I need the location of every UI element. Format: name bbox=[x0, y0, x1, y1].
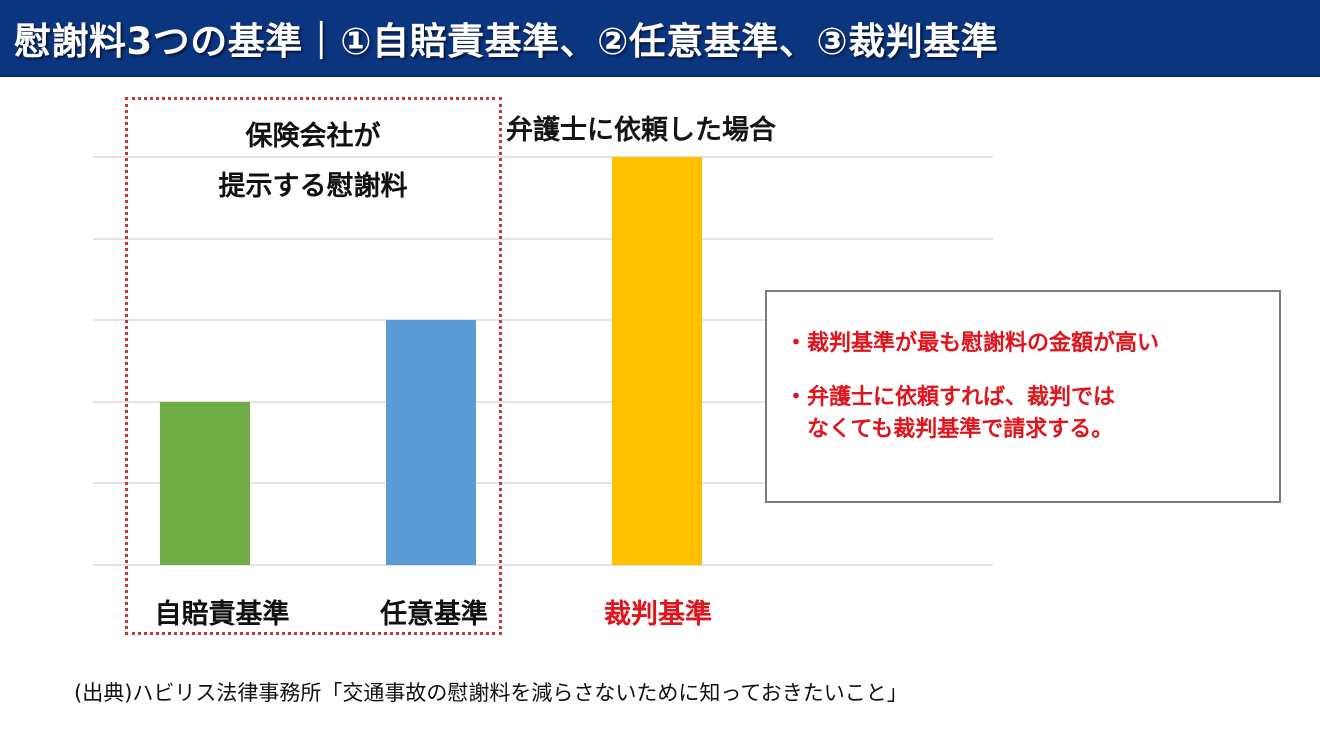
callout-box: ・裁判基準が最も慰謝料の金額が高い ・弁護士に依頼すれば、裁判では なくても裁判… bbox=[765, 290, 1281, 503]
category-label-saiban: 裁判基準 bbox=[604, 599, 712, 630]
gridline bbox=[93, 400, 993, 403]
category-label-nini: 任意基準 bbox=[380, 599, 488, 630]
bar-1 bbox=[160, 401, 250, 565]
callout-item-1-text: ・裁判基準が最も慰謝料の金額が高い bbox=[785, 331, 1160, 356]
bar-3 bbox=[612, 157, 702, 565]
gridline bbox=[93, 482, 993, 485]
page-title: 慰謝料3つの基準｜①自賠責基準、②任意基準、③裁判基準 bbox=[14, 19, 999, 63]
insurer-group-box bbox=[125, 97, 502, 635]
callout-item-2-text: ・弁護士に依頼すれば、裁判では bbox=[785, 385, 1116, 410]
gridline bbox=[93, 564, 993, 566]
bar-2 bbox=[386, 320, 476, 565]
callout-item-2-text-cont: なくても裁判基準で請求する。 bbox=[807, 417, 1114, 442]
source-citation: (出典)ハビリス法律事務所「交通事故の慰謝料を減らさないために知っておきたいこと… bbox=[74, 681, 908, 705]
callout-item-1: ・裁判基準が最も慰謝料の金額が高い bbox=[785, 328, 1279, 360]
lawyer-group-label: 弁護士に依頼した場合 bbox=[506, 115, 776, 146]
insurer-group-label-line2: 提示する慰謝料 bbox=[218, 171, 408, 202]
callout-item-2: ・弁護士に依頼すれば、裁判では なくても裁判基準で請求する。 bbox=[785, 382, 1279, 446]
gridline bbox=[93, 237, 993, 240]
title-bar: 慰謝料3つの基準｜①自賠責基準、②任意基準、③裁判基準 bbox=[0, 0, 1320, 77]
gridline bbox=[93, 319, 993, 322]
insurer-group-label-line1: 保険会社が bbox=[245, 121, 381, 152]
insurer-group-label: 保険会社が 提示する慰謝料 bbox=[128, 112, 498, 212]
gridline bbox=[93, 156, 993, 158]
category-label-jibaiseki: 自賠責基準 bbox=[154, 599, 290, 630]
